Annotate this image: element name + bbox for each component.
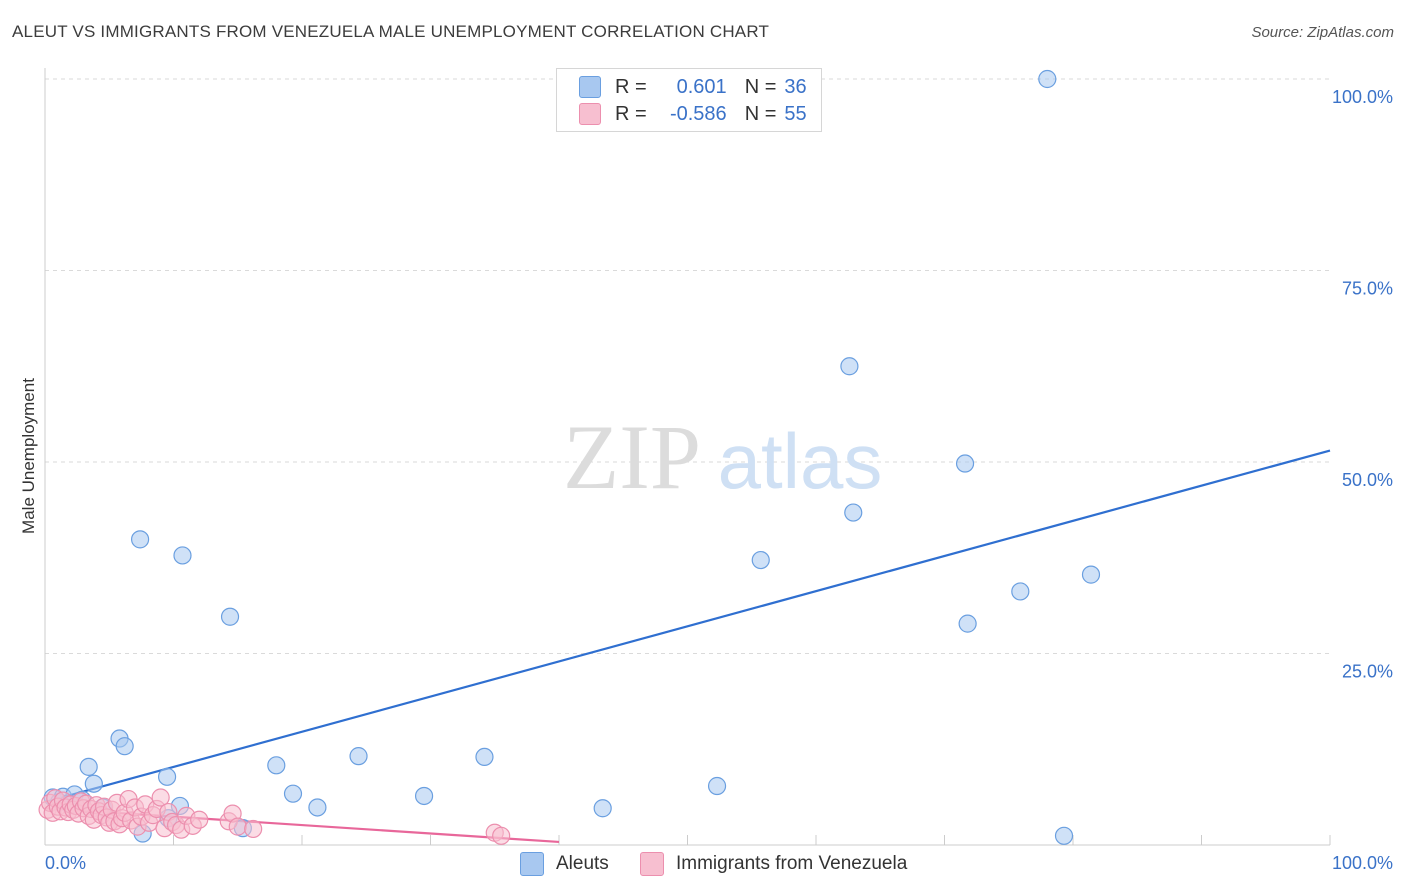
x-tick-label-min: 0.0%	[45, 853, 86, 873]
bottom-legend-swatch-venezuela	[640, 852, 664, 876]
point-aleuts	[308, 798, 327, 817]
point-aleuts	[593, 799, 612, 818]
bottom-legend-label-aleuts: Aleuts	[556, 853, 609, 874]
legend-r-label: R =	[615, 102, 647, 125]
watermark-atlas: atlas	[718, 417, 883, 505]
point-aleuts	[115, 737, 134, 756]
point-aleuts	[1011, 582, 1030, 601]
legend-n-label: N =	[744, 75, 777, 98]
point-venezuela	[244, 819, 263, 839]
source-credit: Source: ZipAtlas.com	[1251, 24, 1394, 41]
legend-n-value: 36	[784, 75, 807, 98]
point-venezuela	[492, 826, 511, 845]
point-aleuts	[267, 756, 286, 775]
bottom-legend-venezuela: Immigrants from Venezuela	[640, 852, 907, 876]
point-aleuts	[84, 774, 103, 793]
point-aleuts	[1054, 826, 1074, 845]
legend-row-aleuts: R = 0.601 N = 36	[579, 75, 807, 99]
y-tick-label: 50.0%	[1342, 470, 1393, 490]
legend-r-value: 0.601	[676, 75, 727, 98]
point-aleuts	[414, 786, 434, 806]
point-aleuts	[349, 747, 368, 766]
bottom-legend-aleuts: Aleuts	[520, 852, 609, 876]
point-aleuts	[475, 747, 494, 767]
point-aleuts	[220, 607, 240, 626]
y-axis-label: Male Unemployment	[19, 378, 38, 534]
point-aleuts	[840, 357, 859, 376]
point-aleuts	[1081, 565, 1101, 584]
bottom-legend-label-venezuela: Immigrants from Venezuela	[676, 853, 908, 874]
point-venezuela	[151, 788, 170, 807]
point-aleuts	[751, 550, 770, 570]
y-tick-label: 75.0%	[1342, 279, 1393, 299]
point-aleuts	[79, 757, 98, 776]
point-aleuts	[283, 784, 303, 803]
trendline-aleuts	[44, 449, 1331, 804]
point-aleuts	[157, 767, 177, 786]
watermark: ZIP atlas	[563, 406, 882, 508]
x-tick-label-max: 100.0%	[1332, 853, 1393, 873]
point-aleuts	[958, 614, 977, 633]
y-tick-label: 100.0%	[1332, 87, 1393, 107]
legend-swatch-venezuela	[579, 103, 601, 125]
point-venezuela	[228, 817, 247, 836]
point-aleuts	[130, 530, 150, 549]
legend-swatch-aleuts	[579, 76, 601, 98]
point-aleuts	[844, 503, 863, 522]
legend-n-label: N =	[744, 102, 777, 125]
tick-labels: 25.0% 50.0% 75.0% 100.0% 0.0% 100.0%	[45, 87, 1393, 873]
chart-title: ALEUT VS IMMIGRANTS FROM VENEZUELA MALE …	[12, 22, 770, 41]
point-aleuts	[955, 454, 975, 473]
legend-r-label: R =	[615, 75, 647, 98]
point-aleuts	[173, 546, 192, 565]
legend-row-venezuela: R = -0.586 N = 55	[579, 102, 807, 126]
point-venezuela	[190, 810, 209, 829]
bottom-legend-swatch-aleuts	[520, 852, 544, 876]
watermark-zip: ZIP	[563, 406, 701, 508]
y-tick-label: 25.0%	[1342, 662, 1393, 682]
trendlines	[44, 449, 1331, 844]
point-aleuts	[1038, 69, 1057, 89]
legend-n-value: 55	[784, 102, 807, 125]
correlation-legend: R = 0.601 N = 36 R = -0.586 N = 55	[556, 68, 822, 132]
data-points	[38, 69, 1101, 845]
legend-r-value: -0.586	[669, 102, 727, 125]
point-aleuts	[707, 776, 727, 796]
